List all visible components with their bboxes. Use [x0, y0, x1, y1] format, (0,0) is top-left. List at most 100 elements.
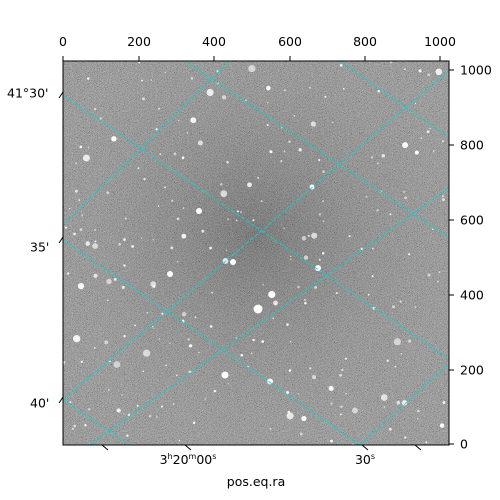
star	[141, 79, 144, 82]
star	[94, 240, 97, 243]
star	[220, 190, 228, 198]
right-tick-label: 600	[460, 212, 484, 228]
star	[235, 337, 238, 339]
star	[146, 311, 149, 314]
star	[269, 150, 273, 154]
star	[111, 136, 117, 142]
star	[307, 234, 310, 237]
star	[340, 405, 343, 408]
star	[293, 115, 296, 117]
star	[131, 245, 135, 248]
star	[236, 210, 239, 213]
star	[310, 121, 316, 127]
star	[244, 99, 247, 102]
star	[67, 272, 70, 275]
star	[220, 183, 223, 186]
star	[404, 68, 406, 70]
bright-star	[167, 271, 173, 277]
star	[69, 401, 72, 404]
top-tick-label: 600	[278, 34, 302, 49]
star	[82, 154, 90, 162]
star	[280, 160, 283, 163]
star	[64, 226, 68, 229]
image-vignette	[63, 61, 449, 445]
star	[142, 97, 146, 101]
star	[113, 277, 117, 281]
star	[69, 207, 71, 210]
star	[283, 150, 286, 153]
star	[403, 191, 405, 193]
star	[161, 312, 164, 315]
star	[204, 398, 207, 400]
bright-star	[221, 371, 229, 379]
star	[176, 260, 179, 263]
star	[268, 290, 276, 299]
star	[311, 232, 318, 239]
star	[226, 161, 229, 164]
tick-mark	[58, 236, 64, 244]
star	[164, 71, 166, 74]
x-axis-label: pos.eq.ra	[226, 474, 286, 489]
star	[123, 413, 125, 415]
star	[94, 229, 97, 231]
star	[152, 238, 154, 241]
ra-tick-label: 30s	[354, 452, 376, 468]
star	[314, 286, 317, 289]
star	[322, 200, 324, 202]
star	[438, 271, 441, 273]
star	[197, 140, 203, 146]
star	[240, 211, 242, 214]
star	[348, 235, 351, 238]
star-field	[63, 61, 446, 445]
star	[389, 213, 392, 216]
star	[427, 273, 431, 277]
star	[269, 427, 272, 430]
star	[181, 233, 187, 239]
star	[273, 300, 278, 306]
star	[88, 408, 91, 411]
star	[165, 364, 167, 367]
star	[127, 413, 131, 417]
star	[247, 365, 249, 368]
star	[123, 334, 126, 338]
star	[84, 424, 87, 427]
star	[181, 312, 187, 317]
star	[124, 217, 127, 220]
star	[178, 440, 181, 442]
star	[401, 400, 408, 406]
tick-mark	[361, 444, 369, 451]
star	[407, 253, 411, 256]
star	[283, 227, 285, 230]
star	[370, 156, 374, 159]
bright-star	[196, 208, 202, 214]
right-tick-label: 1000	[460, 62, 492, 78]
star	[389, 61, 393, 64]
star	[73, 424, 77, 428]
star	[104, 340, 109, 345]
top-tick-label: 1000	[424, 34, 456, 49]
star	[322, 170, 325, 173]
star	[153, 327, 155, 329]
star	[288, 369, 292, 372]
grid-line	[359, 362, 449, 445]
star	[339, 373, 343, 377]
star	[250, 352, 253, 355]
tick-mark	[184, 444, 192, 451]
star	[209, 325, 213, 328]
star	[441, 140, 444, 143]
star	[426, 130, 430, 134]
star	[394, 365, 397, 368]
star	[381, 154, 385, 158]
star	[386, 359, 389, 362]
star	[288, 140, 291, 143]
grid-line	[63, 399, 131, 445]
bright-star	[230, 259, 236, 265]
dec-tick-label: 41°30'	[7, 85, 49, 101]
star	[93, 273, 98, 278]
axis-ticks	[58, 56, 454, 451]
star	[289, 258, 292, 261]
star	[213, 389, 217, 393]
grid-line	[169, 312, 361, 445]
star	[87, 146, 90, 149]
